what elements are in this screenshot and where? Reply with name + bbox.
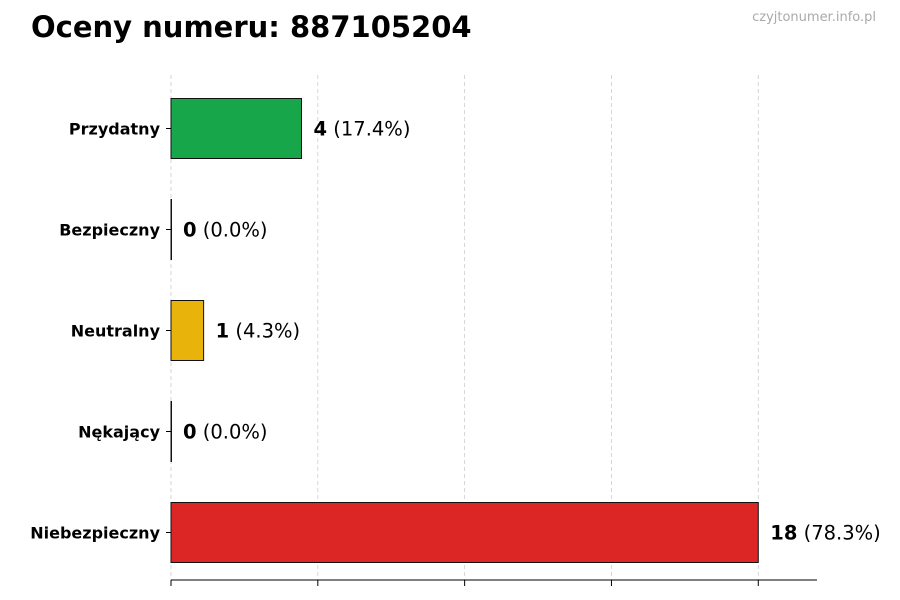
bar <box>170 98 303 159</box>
bar <box>170 300 205 361</box>
data-label-count: 0 <box>183 421 197 444</box>
y-tick-label: Nękający <box>78 423 160 442</box>
data-label-percent: (0.0%) <box>197 421 268 444</box>
y-tick-label: Neutralny <box>71 322 161 341</box>
watermark: czyjtonumer.info.pl <box>752 10 876 25</box>
y-tick-label: Niebezpieczny <box>30 524 160 543</box>
data-label-count: 18 <box>770 522 797 545</box>
data-label-count: 0 <box>183 219 197 242</box>
bar <box>170 502 759 563</box>
data-label: 1 (4.3%) <box>216 320 301 343</box>
data-label-percent: (0.0%) <box>197 219 268 242</box>
y-tick-label: Przydatny <box>69 120 161 139</box>
data-label-percent: (17.4%) <box>327 118 410 141</box>
data-label: 0 (0.0%) <box>183 219 268 242</box>
chart-title: Oceny numeru: 887105204 <box>31 10 472 44</box>
data-label: 0 (0.0%) <box>183 421 268 444</box>
data-label: 4 (17.4%) <box>314 118 411 141</box>
data-label-count: 1 <box>216 320 230 343</box>
data-label: 18 (78.3%) <box>770 522 881 545</box>
bar <box>170 199 172 260</box>
data-label-percent: (4.3%) <box>229 320 300 343</box>
bar <box>170 401 172 462</box>
data-label-percent: (78.3%) <box>797 522 880 545</box>
data-label-count: 4 <box>314 118 328 141</box>
y-tick-label: Bezpieczny <box>59 221 160 240</box>
